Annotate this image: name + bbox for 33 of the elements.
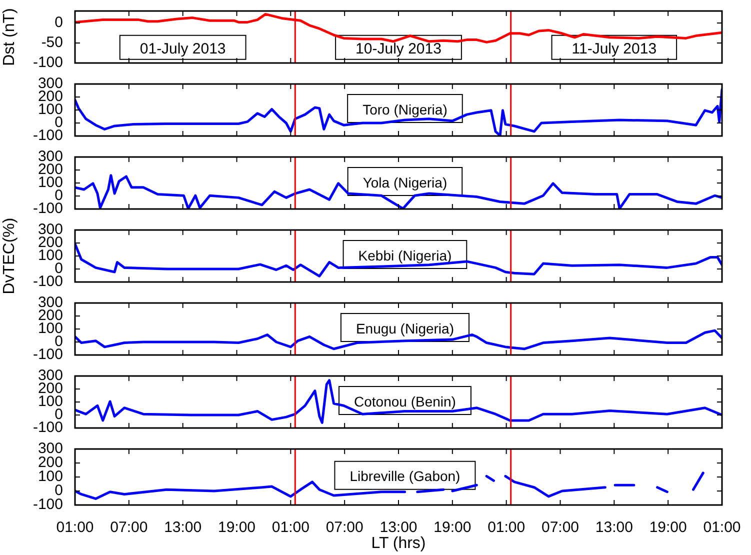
x-tick-label: 01:00 [703,519,741,536]
y-axis-title: Dst (nT) [1,8,18,66]
annotation: 01-July 2013 [140,40,226,58]
x-tick-label: 19:00 [434,519,472,536]
y-tick-label: -100 [32,346,63,364]
x-tick-label: 07:00 [326,519,364,536]
y-tick-label: -100 [32,273,63,290]
y-tick-label: -100 [32,419,63,436]
x-tick-label: 13:00 [164,519,202,536]
y-tick-label: -100 [32,54,63,72]
annotation: Enugu (Nigeria) [356,320,454,336]
y-tick-label: -100 [32,200,63,218]
y-tick-label: -50 [41,34,63,52]
x-tick-label: 01:00 [488,519,526,536]
x-tick-label: 19:00 [218,519,256,536]
x-tick-label: 07:00 [541,519,580,536]
x-tick-label: 07:00 [110,519,148,536]
y-axis-title: DvTEC(%) [1,218,18,294]
x-tick-label: 13:00 [380,519,418,536]
annotation: Toro (Nigeria) [362,101,448,118]
annotation: Yola (Nigeria) [362,174,448,190]
annotation: Kebbi (Nigeria) [358,247,452,264]
x-tick-label: 19:00 [649,519,687,536]
x-tick-label: 13:00 [595,519,633,536]
x-tick-label: 01:00 [272,519,310,536]
x-axis-title: LT (hrs) [371,534,426,552]
y-tick-label: 0 [54,14,63,32]
annotation: 11-July 2013 [572,40,657,58]
annotation: 10-July 2013 [356,40,442,58]
annotation: Cotonou (Benin) [354,393,456,410]
annotation: Libreville (Gabon) [350,468,460,484]
x-tick-label: 01:00 [56,519,94,536]
y-tick-label: -100 [32,127,63,144]
